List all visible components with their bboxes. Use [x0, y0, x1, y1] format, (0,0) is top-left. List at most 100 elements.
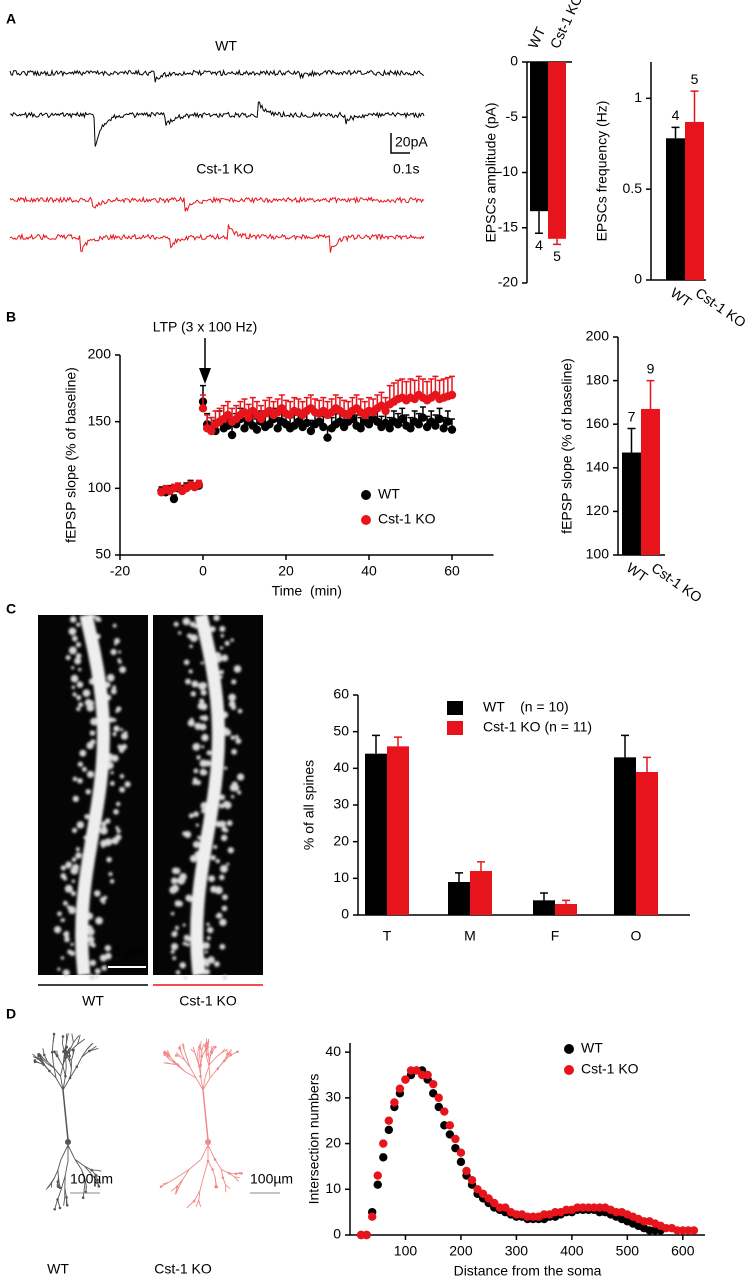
point [429, 1089, 438, 1098]
spine [118, 650, 122, 654]
bar [614, 757, 636, 915]
node [198, 1045, 201, 1049]
bar [533, 900, 555, 915]
dendrite [169, 613, 245, 980]
spine [224, 640, 230, 646]
spine [86, 770, 95, 778]
spine [219, 874, 225, 881]
neurite [42, 1057, 48, 1063]
node [178, 1046, 181, 1050]
spine [169, 886, 177, 894]
arrow-head [199, 368, 211, 384]
bar [641, 408, 660, 555]
y-tick-label: 140 [586, 459, 610, 475]
x-axis-title: Distance from the soma [454, 1263, 602, 1279]
spine [81, 766, 87, 772]
neurite [226, 1049, 228, 1055]
node [213, 1045, 217, 1049]
point [384, 1125, 394, 1135]
spine [193, 811, 199, 817]
neurite [200, 1144, 209, 1160]
neurite [175, 1187, 180, 1195]
spine [75, 847, 80, 852]
neurite [63, 1197, 66, 1206]
neurite [97, 1169, 102, 1172]
neurite [235, 1171, 241, 1175]
point [478, 1189, 488, 1199]
category-label: WT [668, 284, 695, 310]
spine [62, 969, 70, 977]
apical [62, 1089, 69, 1141]
spine [201, 745, 205, 749]
spine [76, 681, 84, 688]
neurite [60, 1076, 64, 1091]
spine [170, 949, 175, 954]
point [406, 424, 415, 433]
x-axis-title: Time (min) [272, 583, 342, 599]
x-tick-label: 20 [278, 563, 294, 579]
spine [175, 970, 181, 975]
spine [99, 954, 108, 962]
spine [95, 974, 99, 979]
neurite [199, 1057, 202, 1066]
spine [89, 730, 96, 736]
neurite [81, 1169, 86, 1179]
neurite [212, 1169, 216, 1178]
neurite [227, 1052, 233, 1056]
spine [65, 655, 71, 661]
spine [101, 844, 105, 848]
point [451, 1143, 460, 1153]
annotation: LTP (3 x 100 Hz) [153, 319, 258, 335]
spine [69, 616, 77, 623]
point [373, 1180, 382, 1189]
neurite [64, 1188, 67, 1198]
neurite [77, 1038, 86, 1045]
spine [206, 936, 211, 941]
neurite [70, 1054, 74, 1061]
error-bar [627, 427, 636, 453]
neurite [214, 1159, 222, 1170]
x-tick-label: O [631, 928, 642, 944]
spine [195, 823, 199, 827]
node [65, 1045, 69, 1049]
spine [199, 723, 207, 731]
x-tick-label: 300 [505, 1243, 529, 1259]
spine [179, 961, 186, 969]
legend-label: Cst-1 KO [581, 1061, 639, 1077]
spine [76, 695, 82, 701]
y-axis-title: fEPSP slope (% of baseline) [559, 358, 575, 534]
y-tick-label: 50 [95, 546, 111, 562]
neurite [221, 1169, 230, 1174]
spine [230, 794, 235, 799]
spine [220, 633, 225, 638]
node [58, 1206, 62, 1210]
spine [207, 956, 215, 964]
neurite [55, 1077, 64, 1091]
spine [182, 617, 191, 626]
y-tick-label: 50 [333, 722, 349, 738]
panel-label: B [6, 309, 16, 325]
neurite [183, 1050, 188, 1059]
spine [104, 944, 112, 952]
bar [666, 138, 685, 280]
spine [219, 803, 225, 809]
neurite [90, 1173, 97, 1181]
neurite [54, 1199, 58, 1210]
spine [111, 754, 119, 762]
spine [208, 875, 216, 883]
spine [224, 766, 228, 770]
node [33, 1060, 37, 1064]
spine [196, 755, 201, 760]
point [431, 421, 440, 430]
x-tick-label: F [551, 928, 560, 944]
spine [71, 685, 76, 690]
legend-label: Cst-1 KO [378, 511, 436, 527]
legend-marker [361, 515, 371, 525]
neurite [182, 1169, 190, 1180]
spine [124, 781, 131, 788]
spine [224, 828, 229, 833]
point [367, 1212, 377, 1221]
spine [171, 867, 179, 875]
point [319, 422, 328, 432]
bar [555, 904, 577, 915]
